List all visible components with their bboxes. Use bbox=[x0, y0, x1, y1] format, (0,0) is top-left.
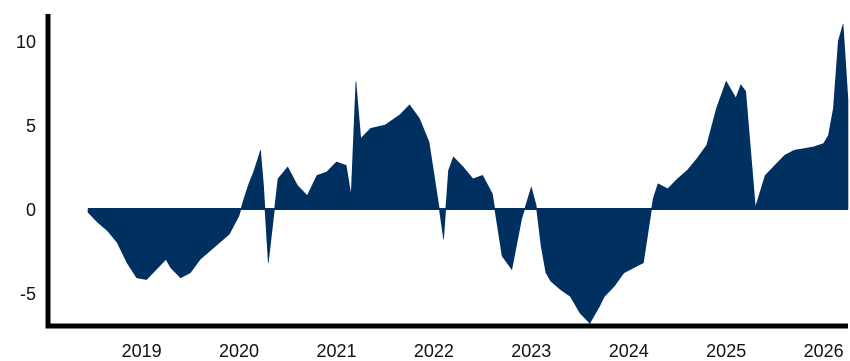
x-tick-labels: 2019 2020 2021 2022 2023 2024 2025 2026 bbox=[122, 341, 844, 361]
x-tick-label: 2021 bbox=[316, 341, 356, 361]
y-tick-label: 0 bbox=[26, 200, 36, 220]
x-tick-label: 2022 bbox=[414, 341, 454, 361]
area-series-0 bbox=[87, 24, 849, 324]
area-series-layer bbox=[87, 24, 849, 324]
y-tick-label: 5 bbox=[26, 116, 36, 136]
y-tick-labels: 10 5 0 -5 bbox=[16, 32, 36, 304]
x-tick-label: 2025 bbox=[706, 341, 746, 361]
x-tick-label: 2024 bbox=[609, 341, 649, 361]
x-tick-label: 2023 bbox=[511, 341, 551, 361]
x-tick-label: 2020 bbox=[219, 341, 259, 361]
x-tick-label: 2019 bbox=[122, 341, 162, 361]
x-tick-label: 2026 bbox=[804, 341, 844, 361]
y-tick-label: -5 bbox=[20, 284, 36, 304]
y-tick-label: 10 bbox=[16, 32, 36, 52]
